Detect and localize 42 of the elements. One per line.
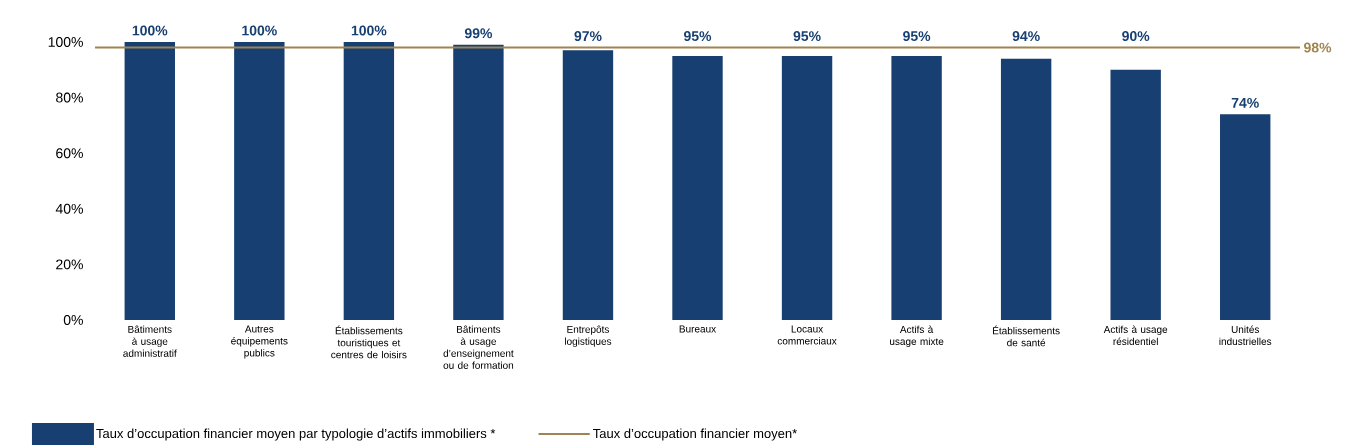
legend-label: Taux d’occupation financier moyen par typologie d’actifs immobiliers * [96,428,496,441]
legend-label: Taux d’occupation financier moyen* [593,428,797,441]
data-label: 100% [351,25,387,36]
data-label: 94% [1012,31,1040,42]
bar [1220,114,1271,320]
data-label: 99% [464,28,493,39]
x-tick-label: Bâtiments à usage administratif [123,325,177,357]
x-tick-label: Unités industrielles [1219,325,1272,345]
x-tick-label: Établissements de santé [993,325,1060,347]
y-tick-label: 60% [56,148,83,159]
data-label: 100% [132,25,168,36]
data-label: 74% [1231,97,1259,108]
text: 98% [1304,42,1332,53]
x-tick-label: Locaux commerciaux [777,325,837,345]
x-tick-label: Actifs à usage résidentiel [1103,325,1168,345]
y-tick-label: 40% [55,203,83,214]
bar [672,55,723,320]
bar [891,55,942,320]
bar [234,41,285,320]
data-label: 95% [683,31,712,42]
x-tick-label: Établissements touristiques et centres de loisirs [331,325,407,359]
y-tick-label: 80% [56,92,83,103]
bar [343,41,395,320]
x-tick-label: Entrepôts logistiques [565,325,612,347]
bar [1000,58,1052,320]
data-label: 95% [793,31,821,42]
bar [562,50,614,320]
x-tick-label: Autres équipements publics [231,325,288,359]
bar [1110,69,1161,320]
bar [781,55,833,320]
x-tick-label: Actifs à usage mixte [890,325,944,347]
y-tick-label: 20% [56,259,83,270]
bar [453,44,504,320]
y-tick-label: 0% [63,315,83,325]
data-label: 95% [903,31,931,42]
x-tick-label: Bureaux [679,325,717,333]
y-tick-label: 100% [48,37,83,47]
data-label: 97% [574,31,602,42]
data-label: 90% [1122,31,1150,42]
x-tick-label: Bâtiments à usage d’enseignement ou de formation [443,325,514,369]
bar [124,41,175,320]
data-label: 100% [242,25,277,36]
